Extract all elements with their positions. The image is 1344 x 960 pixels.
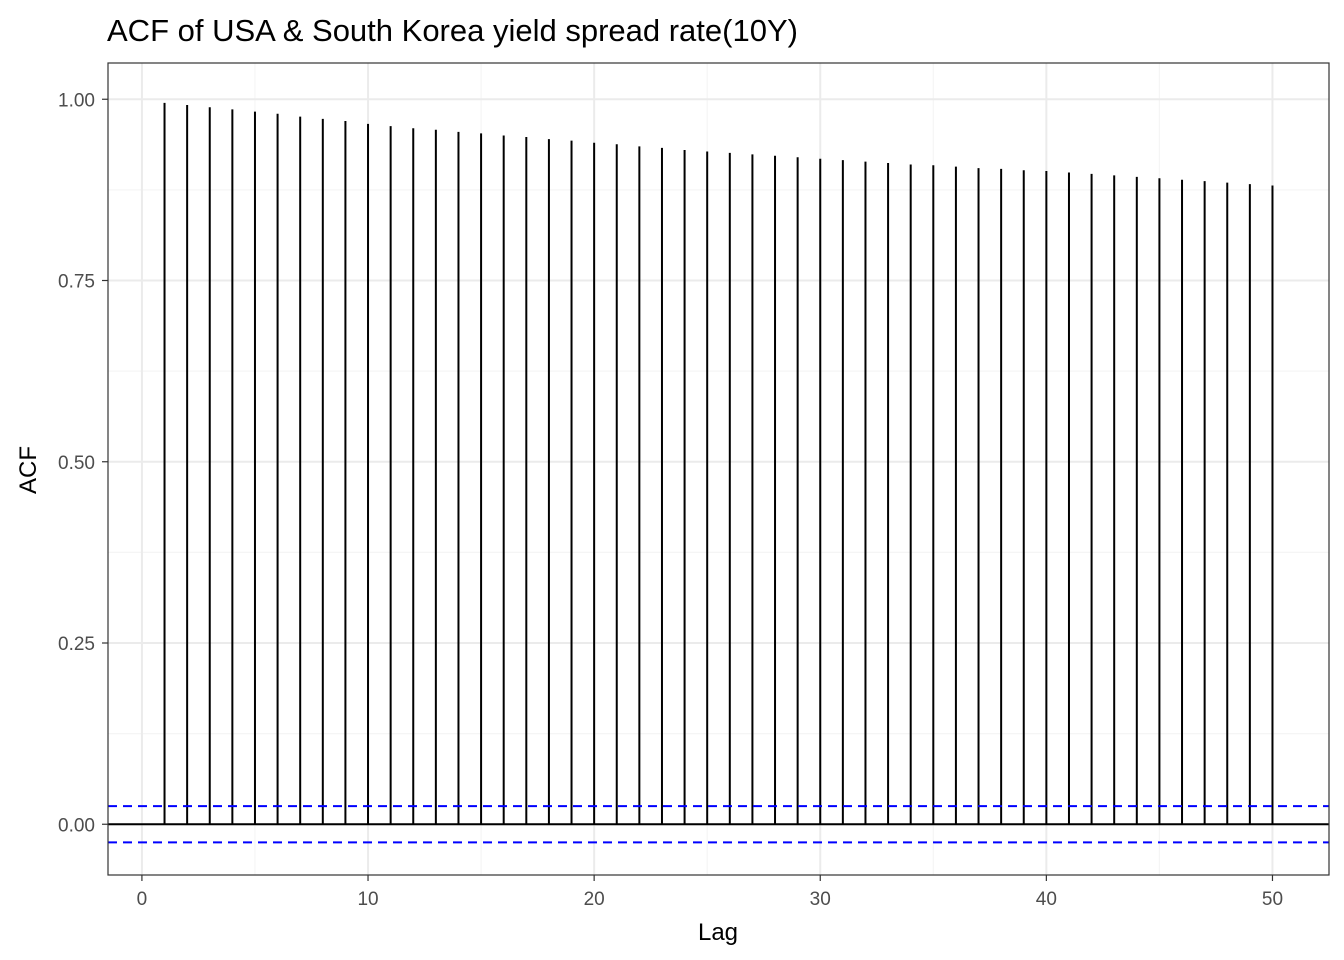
y-tick-label: 0.00 xyxy=(58,815,95,836)
y-tick-label: 0.25 xyxy=(58,634,95,655)
x-axis-title: Lag xyxy=(698,919,738,946)
y-axis-title: ACF xyxy=(15,446,42,494)
bounds-layer xyxy=(107,62,1330,876)
y-tick-label: 1.00 xyxy=(58,90,95,111)
stem-layer xyxy=(108,102,1329,826)
panel-background xyxy=(108,63,1329,875)
y-tick-label: 0.50 xyxy=(58,453,95,474)
panel-border xyxy=(107,62,1330,876)
x-tick-label: 50 xyxy=(1262,889,1283,910)
tick-layer: 0 10 20 30 40 50 0.00 0.25 0.50 0.75 1.00 xyxy=(58,90,1283,910)
y-tick-label: 0.75 xyxy=(58,272,95,293)
x-tick-label: 20 xyxy=(584,889,605,910)
chart-title: ACF of USA & South Korea yield spread ra… xyxy=(107,13,798,48)
grid-layer xyxy=(108,63,1329,875)
x-tick-label: 0 xyxy=(137,889,148,910)
x-tick-label: 30 xyxy=(810,889,831,910)
x-tick-label: 10 xyxy=(357,889,378,910)
x-tick-label: 40 xyxy=(1036,889,1057,910)
